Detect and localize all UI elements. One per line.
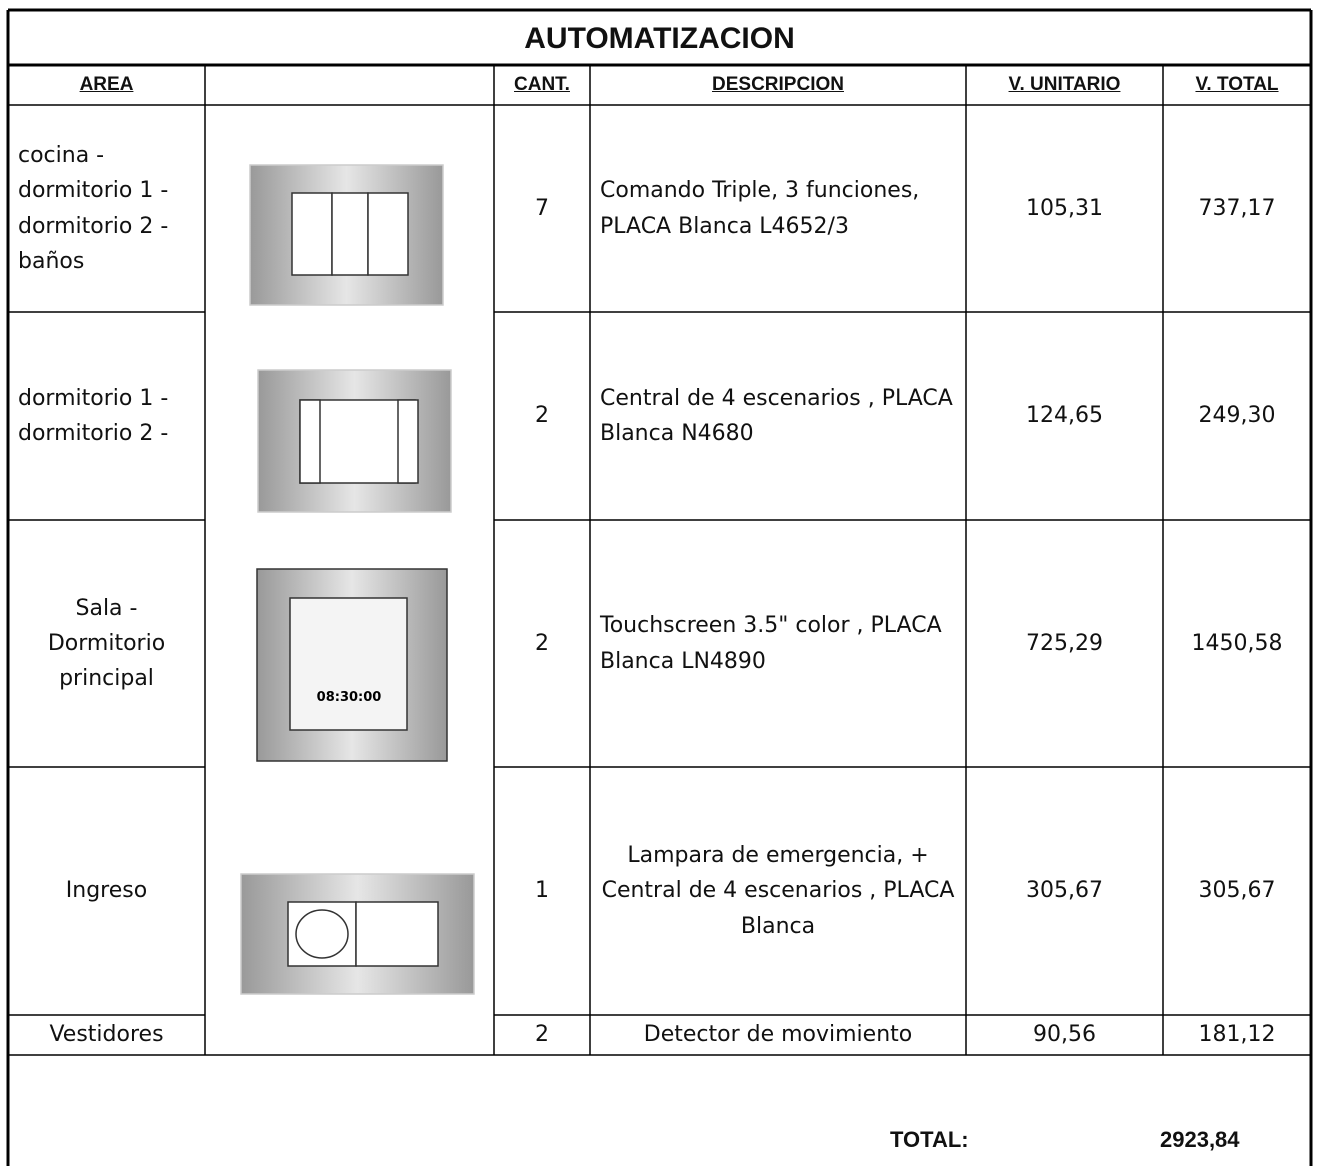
cell-v-unitario: 725,29	[1026, 630, 1103, 656]
column-header: V. UNITARIO	[1008, 73, 1121, 95]
product-image	[240, 873, 475, 995]
column-header: V. TOTAL	[1195, 73, 1279, 95]
cell-descripcion: Comando Triple, 3 funciones, PLACA Blanc…	[600, 178, 920, 239]
cell-area: cocina - dormitorio 1 - dormitorio 2 - b…	[18, 143, 169, 274]
cell-v-unitario: 105,31	[1026, 195, 1103, 221]
cell-descripcion: Lampara de emergencia, + Central de 4 es…	[601, 843, 955, 939]
total-value: 2923,84	[1160, 1127, 1240, 1153]
cell-area: Vestidores	[49, 1022, 164, 1048]
cell-descripcion: Detector de movimiento	[643, 1022, 913, 1048]
cell-v-unitario: 305,67	[1026, 878, 1103, 904]
total-label: TOTAL:	[890, 1127, 969, 1153]
cell-area: dormitorio 1 - dormitorio 2 -	[18, 385, 169, 446]
cell-v-total: 737,17	[1198, 195, 1276, 221]
column-header: AREA	[79, 73, 134, 95]
product-image	[257, 369, 452, 513]
cell-v-total: 181,12	[1198, 1022, 1276, 1048]
product-image: 08:30:00	[256, 568, 448, 762]
cell-cant: 1	[535, 878, 549, 904]
cell-cant: 2	[535, 403, 549, 429]
cell-descripcion: Central de 4 escenarios , PLACA Blanca N…	[600, 385, 953, 446]
cell-v-unitario: 124,65	[1026, 403, 1103, 429]
cell-v-unitario: 90,56	[1033, 1022, 1096, 1048]
table-title: AUTOMATIZACION	[524, 21, 795, 55]
svg-text:08:30:00: 08:30:00	[317, 690, 382, 705]
cell-descripcion: Touchscreen 3.5" color , PLACA Blanca LN…	[600, 613, 942, 674]
cell-v-total: 1450,58	[1191, 630, 1283, 656]
product-image	[249, 164, 444, 306]
column-header: CANT.	[514, 73, 570, 95]
column-header: DESCRIPCION	[712, 73, 844, 95]
cell-area: Sala - Dormitorio principal	[47, 595, 166, 692]
cell-cant: 2	[535, 1022, 549, 1048]
cell-v-total: 249,30	[1198, 403, 1276, 429]
cell-cant: 7	[535, 195, 549, 221]
cell-cant: 2	[535, 630, 549, 656]
cell-area: Ingreso	[65, 878, 148, 904]
cell-v-total: 305,67	[1198, 878, 1276, 904]
